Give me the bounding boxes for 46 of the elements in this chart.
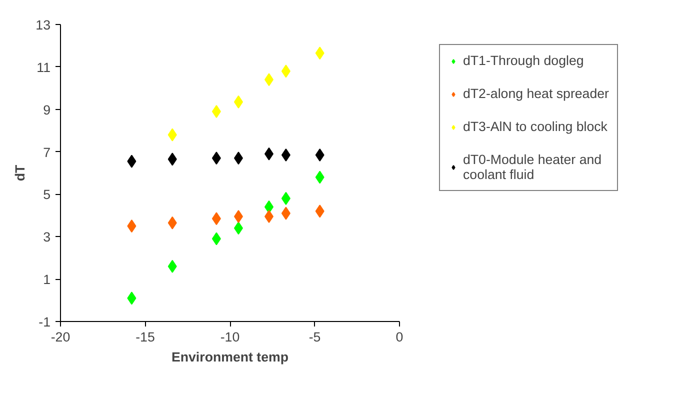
- y-axis-title: dT: [12, 164, 28, 182]
- point: [127, 220, 136, 233]
- legend-label: dT1-Through dogleg: [463, 53, 584, 68]
- y-tick-label: 9: [43, 102, 51, 118]
- x-tick-label: -20: [50, 330, 70, 344]
- x-axis-title: Environment temp: [171, 350, 289, 364]
- point: [127, 292, 136, 305]
- x-tick-label: -5: [308, 330, 321, 344]
- point: [234, 222, 243, 235]
- y-tick-label: 11: [36, 60, 51, 75]
- point: [168, 216, 177, 230]
- point: [281, 206, 290, 220]
- x-tick-label: -10: [220, 330, 240, 344]
- y-tick-label: 3: [43, 230, 51, 245]
- legend-label: dT3-AlN to cooling block: [463, 119, 608, 134]
- x-tick-label: -15: [136, 330, 155, 344]
- point: [212, 212, 221, 226]
- point: [264, 200, 274, 214]
- point: [264, 210, 274, 223]
- point: [234, 152, 243, 165]
- point: [168, 152, 177, 166]
- point: [315, 170, 324, 184]
- y-tick-label: 13: [36, 18, 51, 32]
- point: [315, 204, 324, 218]
- y-tick-label: 1: [43, 272, 51, 288]
- y-tick-label: -1: [38, 314, 51, 330]
- point: [315, 46, 324, 60]
- point: [234, 95, 243, 108]
- point: [281, 192, 290, 205]
- point: [234, 210, 243, 223]
- point: [168, 128, 177, 142]
- point: [315, 148, 324, 162]
- legend-label: dT2-along heat spreader: [463, 86, 609, 101]
- point: [281, 64, 290, 78]
- y-tick-label: 5: [43, 187, 51, 202]
- point: [264, 147, 274, 160]
- point: [212, 152, 221, 165]
- point: [212, 232, 221, 246]
- point: [264, 73, 274, 86]
- point: [168, 260, 177, 273]
- point: [281, 148, 290, 162]
- point: [127, 154, 136, 168]
- y-tick-label: 7: [43, 144, 51, 160]
- point: [212, 104, 221, 118]
- legend-label: dT0-Module heater and coolant fluid: [463, 152, 602, 182]
- x-tick-label: 0: [396, 330, 404, 344]
